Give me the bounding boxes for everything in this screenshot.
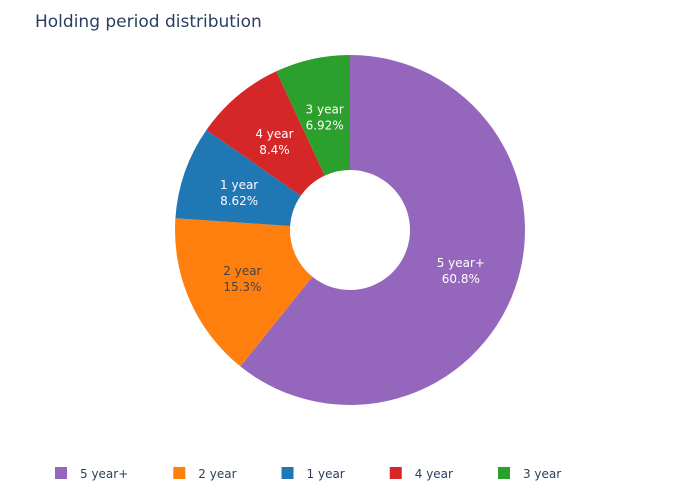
slice-label-percent: 8.4% bbox=[259, 143, 290, 157]
slice-1-year bbox=[175, 129, 301, 226]
slice-label-percent: 60.8% bbox=[442, 272, 480, 286]
legend-swatch bbox=[55, 467, 67, 479]
legend-label: 4 year bbox=[415, 467, 453, 481]
slice-4-year bbox=[206, 71, 325, 196]
slice-2-year bbox=[174, 218, 313, 367]
slice-label-percent: 6.92% bbox=[306, 118, 344, 132]
slice-label-name: 4 year bbox=[255, 127, 293, 141]
legend-item-3-year[interactable]: 3 year bbox=[497, 467, 561, 481]
chart-title: Holding period distribution bbox=[35, 12, 262, 32]
legend-swatch bbox=[173, 467, 186, 479]
legend-label: 5 year+ bbox=[80, 467, 128, 481]
pie-slices bbox=[174, 55, 525, 405]
slice-label-percent: 8.62% bbox=[220, 194, 258, 208]
legend-swatch bbox=[389, 467, 402, 479]
slice-5-year-plus bbox=[240, 55, 525, 405]
legend-label: 3 year bbox=[523, 467, 561, 481]
slice-label-percent: 15.3% bbox=[223, 280, 261, 294]
legend-item-4-year[interactable]: 4 year bbox=[389, 467, 453, 481]
legend-swatch bbox=[497, 467, 510, 479]
legend-swatch bbox=[281, 467, 294, 479]
legend-item-5-year-plus[interactable]: 5 year+ bbox=[55, 467, 128, 481]
slice-label-name: 2 year bbox=[223, 264, 261, 278]
slice-label-name: 1 year bbox=[220, 178, 258, 192]
slice-3-year bbox=[276, 55, 350, 176]
legend-item-2-year[interactable]: 2 year bbox=[173, 467, 237, 481]
legend-label: 2 year bbox=[198, 467, 236, 481]
slice-label-name: 5 year+ bbox=[437, 256, 485, 270]
slice-labels: 5 year+ 60.8% 2 year 15.3% 1 year 8.62% 4 year… bbox=[220, 102, 485, 294]
legend: 5 year+ 2 year 1 year 4 year 3 year bbox=[55, 467, 561, 481]
slice-label-name: 3 year bbox=[306, 102, 344, 116]
legend-item-1-year[interactable]: 1 year bbox=[281, 467, 345, 481]
legend-label: 1 year bbox=[307, 467, 345, 481]
